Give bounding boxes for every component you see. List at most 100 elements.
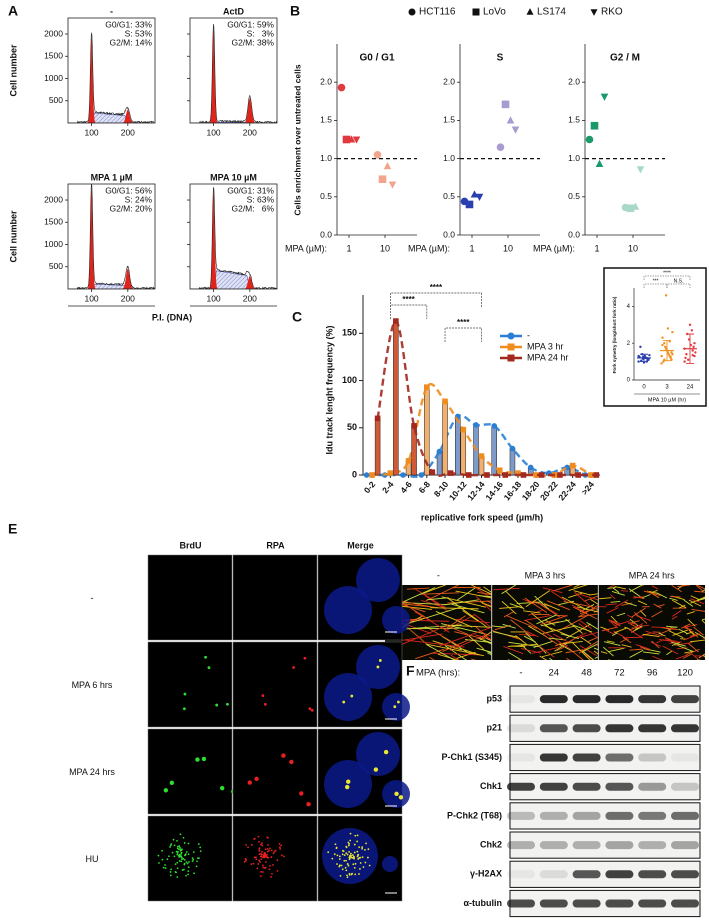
- focus: [350, 694, 354, 698]
- fiber: [614, 619, 632, 627]
- x-tick-label: 16-18: [502, 479, 524, 502]
- focus: [181, 856, 183, 859]
- focus: [366, 856, 369, 859]
- band: [638, 724, 667, 733]
- fiber: [503, 645, 524, 655]
- band: [605, 841, 634, 850]
- fiber: [660, 629, 671, 635]
- focus: [179, 846, 181, 849]
- band: [605, 811, 634, 820]
- focus: [378, 659, 382, 662]
- fiber: [542, 587, 563, 594]
- focus: [261, 842, 263, 845]
- plot-title: MPA 1 µM: [91, 172, 133, 182]
- focus: [346, 876, 349, 879]
- focus: [192, 858, 195, 861]
- y-axis-label: Cells enrichment over untreated cells: [292, 64, 302, 215]
- plot-title: MPA 10 µM: [210, 172, 257, 182]
- fiber: [621, 602, 633, 606]
- y-tick-label: 1.0: [443, 153, 455, 163]
- focus: [264, 848, 267, 851]
- point: [363, 472, 370, 478]
- band: [671, 841, 699, 850]
- focus: [185, 851, 188, 853]
- focus: [172, 838, 175, 841]
- focus: [219, 785, 225, 791]
- fiber: [476, 647, 492, 653]
- fiber: [587, 636, 599, 642]
- fiber: [401, 601, 433, 623]
- focus: [179, 855, 181, 858]
- band: [671, 782, 699, 791]
- g1-g2-fill: [68, 36, 155, 123]
- point: [411, 423, 417, 429]
- fiber: [694, 631, 705, 639]
- focus: [276, 859, 279, 862]
- point: [347, 135, 356, 143]
- fiber: [614, 627, 628, 634]
- stat-text: G2/M: 38%: [231, 37, 274, 47]
- fiber: [687, 618, 696, 627]
- stat-text: G0/G1: 59%: [227, 19, 274, 29]
- focus: [263, 867, 266, 869]
- fiber: [611, 632, 618, 637]
- focus: [199, 846, 202, 849]
- stat-text: S: 24%: [125, 194, 153, 204]
- fiber: [414, 611, 450, 633]
- fiber: [616, 612, 626, 617]
- focus: [176, 852, 179, 854]
- fiber: [581, 649, 595, 660]
- fiber: [524, 597, 548, 614]
- scatter-point: [666, 327, 670, 330]
- micrograph: [147, 554, 233, 641]
- focus: [181, 858, 183, 861]
- fiber: [566, 657, 570, 660]
- fiber: [424, 595, 449, 612]
- scatter-point: [663, 342, 666, 345]
- point: [569, 462, 576, 469]
- plot-frame: [189, 17, 278, 124]
- stat-text: S: 63%: [247, 194, 275, 204]
- y-tick-label: 1.0: [568, 153, 580, 163]
- fiber: [491, 625, 506, 628]
- fibers: [598, 585, 705, 660]
- focus: [264, 852, 267, 855]
- focus: [361, 847, 364, 850]
- scatter-point: [661, 343, 664, 347]
- point: [478, 453, 485, 459]
- focus: [365, 842, 367, 845]
- focus: [356, 854, 359, 857]
- band: [572, 695, 601, 704]
- fiber: [492, 631, 518, 638]
- focus: [335, 846, 338, 849]
- x-tick-label: 1: [469, 243, 474, 253]
- legend-label: RKO: [601, 7, 623, 18]
- stat-text: G2/M: 20%: [109, 203, 152, 213]
- focus: [173, 855, 176, 858]
- focus: [267, 844, 269, 846]
- focus: [259, 855, 262, 858]
- focus: [272, 863, 274, 866]
- focus: [342, 700, 346, 704]
- subplot-title: G0 / G1: [359, 53, 394, 64]
- significance-label: ****: [457, 318, 470, 327]
- band: [507, 753, 535, 762]
- band: [605, 899, 634, 908]
- y-tick-label: 1.0: [320, 153, 332, 163]
- x-axis-label: MPA (µM):: [533, 243, 575, 253]
- scale-bar-label: 5 µm: [387, 634, 395, 638]
- y-tick-label: 2.0: [320, 76, 332, 86]
- fiber: [604, 641, 621, 646]
- focus: [292, 666, 295, 669]
- point: [507, 343, 515, 351]
- point: [484, 472, 490, 478]
- lane-label: 48: [581, 668, 592, 679]
- focus: [349, 839, 352, 842]
- point: [491, 423, 498, 429]
- fiber: [547, 620, 560, 625]
- focus: [253, 837, 256, 840]
- fiber: [536, 614, 557, 625]
- focus: [170, 843, 173, 845]
- nucleus: [382, 856, 398, 872]
- fiber: [559, 632, 587, 647]
